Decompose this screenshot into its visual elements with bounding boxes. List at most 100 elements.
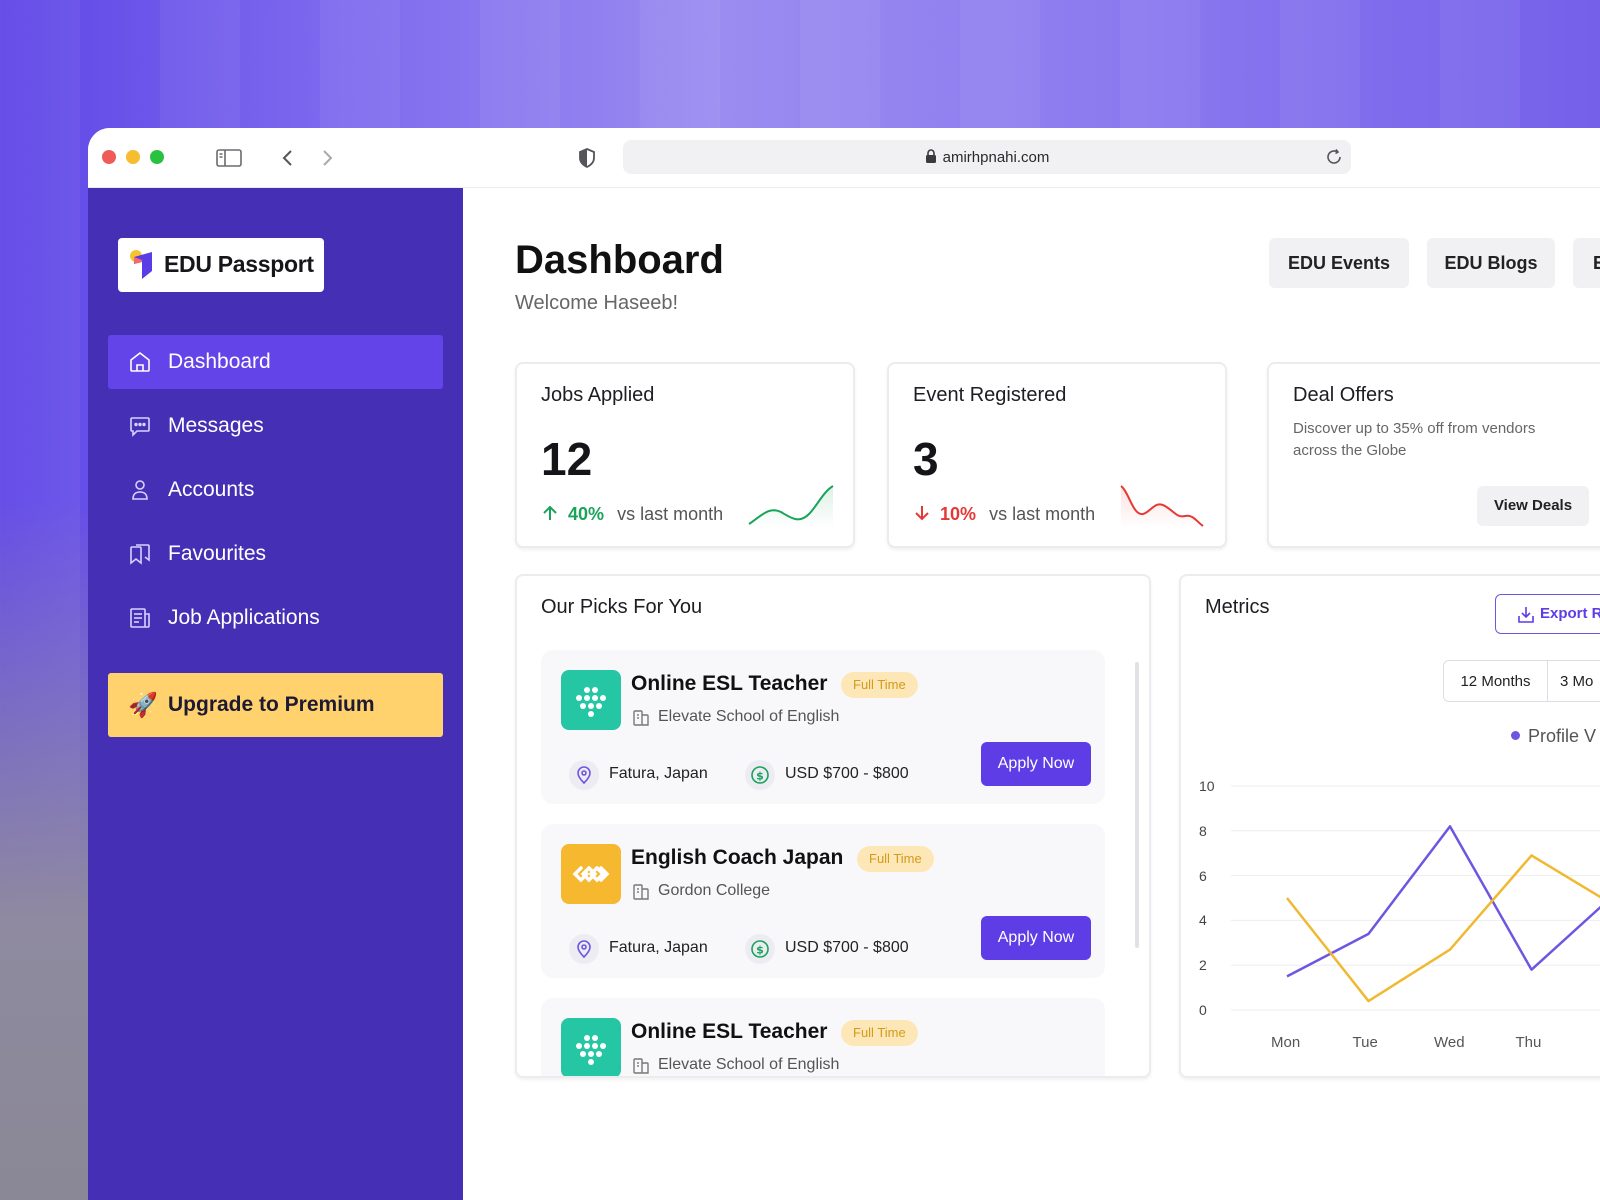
dollar-icon: $	[745, 760, 775, 790]
view-deals-button[interactable]: View Deals	[1477, 486, 1589, 526]
address-bar[interactable]: amirhpnahi.com	[623, 140, 1351, 174]
header-extra-button[interactable]: E	[1573, 238, 1600, 288]
job-type-badge: Full Time	[841, 672, 918, 698]
job-salary: USD $700 - $800	[785, 765, 909, 782]
lock-icon	[925, 149, 936, 163]
jobs-trend-sparkline	[748, 485, 834, 528]
home-icon	[130, 351, 150, 372]
location-icon	[569, 760, 599, 790]
sidebar-item-label: Favourites	[168, 542, 267, 565]
sidebar: EDU Passport Dashboard Messages Accounts…	[88, 188, 463, 1200]
url-display: amirhpnahi.com	[623, 149, 1351, 166]
export-button[interactable]: Export R	[1495, 594, 1600, 634]
events-registered-title: Event Registered	[913, 384, 1067, 406]
events-registered-card: Event Registered 3 10% vs last month	[887, 362, 1227, 548]
document-icon	[130, 608, 150, 628]
job-title: Online ESL Teacher	[631, 1020, 828, 1043]
sidebar-item-label: Accounts	[168, 478, 255, 501]
apply-now-button[interactable]: Apply Now	[981, 742, 1091, 786]
y-tick-label: 8	[1199, 822, 1207, 839]
job-location: Fatura, Japan	[609, 765, 708, 782]
range-toggle: 12 Months 3 Mo	[1443, 660, 1600, 702]
building-icon	[633, 884, 649, 900]
upgrade-premium-label: Upgrade to Premium	[168, 693, 375, 716]
bookmark-icon	[130, 544, 150, 565]
series-line-1	[1286, 854, 1600, 1003]
sidebar-item-favourites[interactable]: Favourites	[108, 527, 443, 581]
main-content: Dashboard Welcome Haseeb! EDU Events EDU…	[463, 188, 1600, 1200]
edu-passport-logo-icon	[130, 250, 152, 279]
job-card[interactable]: Online ESL Teacher Full Time Elevate Sch…	[541, 650, 1105, 804]
job-type-badge: Full Time	[857, 846, 934, 872]
metrics-line-chart	[1231, 785, 1600, 1011]
location-icon	[569, 934, 599, 964]
sidebar-item-job-applications[interactable]: Job Applications	[108, 591, 443, 645]
metrics-card: Metrics Export R 12 Months 3 Mo Profile …	[1179, 574, 1600, 1078]
sidebar-item-label: Messages	[168, 414, 264, 437]
reload-icon[interactable]	[1325, 148, 1343, 166]
browser-titlebar: amirhpnahi.com	[88, 128, 1600, 188]
dots-logo-icon	[576, 687, 606, 717]
jobs-applied-title: Jobs Applied	[541, 384, 655, 406]
metrics-title: Metrics	[1205, 596, 1270, 618]
x-tick-label: Tue	[1352, 1034, 1378, 1051]
range-3-months[interactable]: 3 Mo	[1548, 661, 1600, 701]
jobs-delta-suffix: vs last month	[617, 504, 724, 524]
x-tick-label: Thu	[1515, 1034, 1542, 1051]
apply-now-button[interactable]: Apply Now	[981, 916, 1091, 960]
jobs-applied-delta: 40% vs last month	[541, 504, 723, 525]
events-delta-suffix: vs last month	[989, 504, 1096, 524]
rocket-icon: 🚀	[128, 692, 158, 719]
y-tick-label: 0	[1199, 1002, 1207, 1018]
legend-dot	[1511, 731, 1520, 740]
sidebar-toggle-icon[interactable]	[215, 144, 243, 172]
building-icon	[633, 1058, 649, 1074]
jobs-applied-card: Jobs Applied 12 40% vs last month	[515, 362, 855, 548]
job-logo	[561, 670, 621, 730]
browser-window: amirhpnahi.com EDU Passport Dashboard Me…	[88, 128, 1600, 1200]
y-tick-label: 6	[1199, 867, 1207, 884]
x-tick-label: Wed	[1434, 1034, 1465, 1051]
brand-logo[interactable]: EDU Passport	[118, 238, 324, 292]
job-type-badge: Full Time	[841, 1020, 918, 1046]
sidebar-item-messages[interactable]: Messages	[108, 399, 443, 453]
welcome-text: Welcome Haseeb!	[515, 292, 679, 314]
job-logo	[561, 1018, 621, 1076]
edu-blogs-button[interactable]: EDU Blogs	[1427, 238, 1555, 288]
svg-text:$: $	[756, 944, 764, 957]
sidebar-item-label: Job Applications	[168, 606, 320, 629]
sidebar-item-accounts[interactable]: Accounts	[108, 463, 443, 517]
job-location: Fatura, Japan	[609, 939, 708, 956]
events-registered-value: 3	[913, 433, 939, 485]
dots-logo-icon	[576, 1035, 606, 1065]
minimize-window-button[interactable]	[126, 150, 140, 164]
picks-card: Our Picks For You Online ESL Teacher Ful…	[515, 574, 1151, 1078]
deal-offers-card: Deal Offers Discover up to 35% off from …	[1267, 362, 1600, 548]
back-icon[interactable]	[274, 144, 302, 172]
picks-scrollbar[interactable]	[1135, 662, 1139, 948]
svg-text:$: $	[756, 770, 764, 783]
forward-icon[interactable]	[313, 144, 341, 172]
export-label: Export R	[1540, 605, 1600, 622]
job-logo	[561, 844, 621, 904]
job-company: Elevate School of English	[658, 1056, 840, 1073]
chat-icon	[130, 417, 150, 437]
edu-events-button[interactable]: EDU Events	[1269, 238, 1409, 288]
maximize-window-button[interactable]	[150, 150, 164, 164]
job-card[interactable]: Online ESL Teacher Full Time Elevate Sch…	[541, 998, 1105, 1076]
shield-icon[interactable]	[573, 144, 601, 172]
arrow-up-icon	[543, 505, 557, 520]
building-icon	[633, 710, 649, 726]
arrow-down-icon	[915, 506, 929, 521]
sidebar-item-dashboard[interactable]: Dashboard	[108, 335, 443, 389]
range-12-months[interactable]: 12 Months	[1444, 661, 1548, 701]
sidebar-item-label: Dashboard	[168, 350, 271, 373]
job-company: Gordon College	[658, 882, 771, 899]
download-icon	[1518, 607, 1534, 623]
upgrade-premium-button[interactable]: 🚀 Upgrade to Premium	[108, 673, 443, 737]
x-tick-label: Mon	[1271, 1034, 1301, 1051]
job-card[interactable]: English Coach Japan Full Time Gordon Col…	[541, 824, 1105, 978]
job-salary: USD $700 - $800	[785, 939, 909, 956]
close-window-button[interactable]	[102, 150, 116, 164]
page-title: Dashboard	[515, 238, 724, 282]
